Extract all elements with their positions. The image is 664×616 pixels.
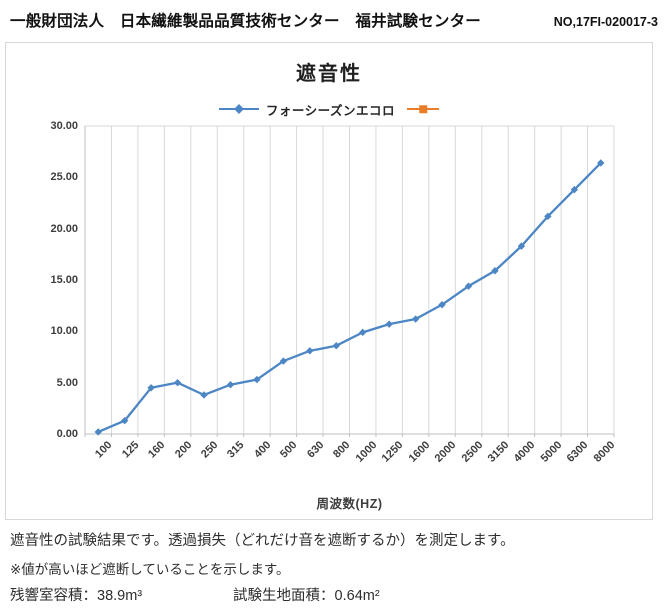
data-point-marker: [253, 375, 261, 384]
legend-item-series2: [407, 105, 440, 113]
room-volume-spec: 残響室容積：38.9m³: [10, 588, 143, 604]
legend-label-series1: フォーシーズンエコロ: [265, 103, 396, 118]
data-point-marker: [570, 185, 579, 194]
data-point-marker: [359, 328, 367, 337]
chart-container: 遮音性 フォーシーズンエコロ 0.00 5.00 10.00 15.00 20.00 25…: [5, 42, 653, 520]
data-point-marker: [306, 347, 314, 355]
description-line2: ※値が高いほど遮断していることを示します。: [10, 562, 290, 577]
fabric-area-spec: 試験生地面積：0.64m²: [233, 588, 380, 604]
series2-line-icon: [407, 105, 440, 113]
data-point-marker: [544, 212, 552, 221]
data-point-marker: [597, 159, 605, 167]
data-point-marker: [200, 391, 208, 399]
y-axis-tick-label: 30.00: [50, 120, 78, 132]
legend-item-series1: フォーシーズンエコロ: [218, 100, 396, 119]
data-point-marker: [226, 381, 235, 389]
data-point-marker: [385, 320, 393, 328]
data-point-marker: [173, 378, 182, 387]
test-specs: 残響室容積：38.9m³ 試験生地面積：0.64m²: [10, 584, 380, 605]
report-number: NO,17FI-020017-3: [553, 15, 658, 29]
x-axis-title: 周波数(HZ): [316, 497, 383, 511]
data-point-marker: [332, 342, 340, 350]
data-point-marker: [491, 267, 499, 275]
square-marker-icon: [419, 105, 427, 113]
y-axis-tick-label: 20.00: [50, 222, 78, 235]
line-chart-plot: [84, 125, 615, 437]
data-point-marker: [411, 315, 420, 323]
y-axis-tick-label: 10.00: [50, 325, 78, 338]
description-line1: 遮音性の試験結果です。透過損失（どれだけ音を遮断するか）を測定します。: [10, 533, 515, 549]
y-axis-tick-label: 5.00: [56, 376, 78, 389]
chart-legend: フォーシーズンエコロ: [6, 100, 652, 118]
data-point-marker: [94, 428, 102, 436]
y-axis-tick-label: 0.00: [56, 428, 78, 440]
series1-line-icon: [218, 104, 259, 114]
data-point-marker: [147, 384, 155, 392]
y-axis-tick-label: 25.00: [50, 171, 78, 184]
chart-title: 遮音性: [296, 63, 362, 85]
data-point-marker: [279, 357, 288, 365]
data-point-marker: [438, 300, 446, 309]
series-line-0: [97, 162, 602, 434]
y-axis-tick-label: 15.00: [50, 274, 78, 286]
data-point-marker: [517, 242, 526, 250]
organization-name: 一般財団法人 日本繊維製品品質技術センター 福井試験センター: [10, 13, 482, 30]
report-header: 一般財団法人 日本繊維製品品質技術センター 福井試験センター NO,17FI-0…: [10, 9, 658, 31]
data-point-marker: [120, 416, 129, 425]
